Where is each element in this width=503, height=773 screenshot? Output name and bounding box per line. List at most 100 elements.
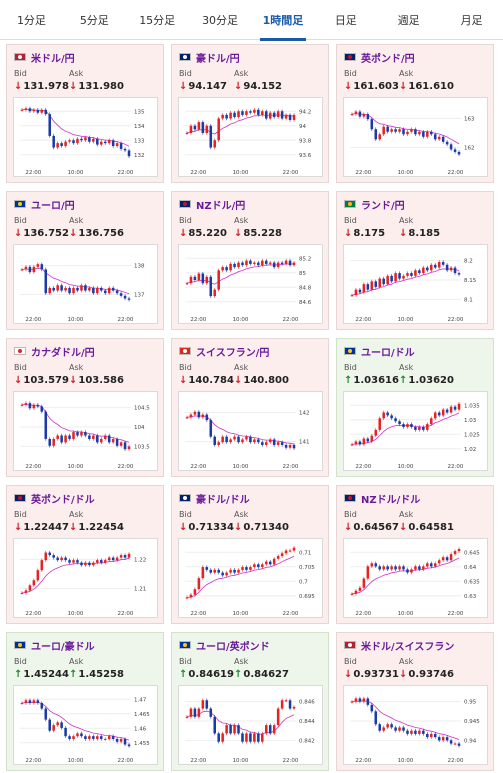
candle-body xyxy=(418,427,421,430)
eu-us-flag-icon xyxy=(344,347,356,355)
bid-label: Bid xyxy=(14,69,27,78)
rate-card[interactable]: ユーロ/豪ドル Bid Ask ↑1.45244 ↑1.45258 1.47 1.465 1.… xyxy=(6,632,164,771)
pair-name-link[interactable]: 豪ドル/円 xyxy=(196,53,240,65)
gb-us-flag-icon xyxy=(14,494,26,502)
candle-body xyxy=(52,438,55,446)
nz-jp-flag-icon xyxy=(179,200,191,208)
pair-name-link[interactable]: NZドル/円 xyxy=(196,200,246,212)
tab-3[interactable]: 30分足 xyxy=(202,14,239,27)
pair-name-link[interactable]: ユーロ/英ポンド xyxy=(196,641,270,653)
pair-name-link[interactable]: カナダドル/円 xyxy=(31,347,95,359)
candle-body xyxy=(237,436,240,443)
candle-body xyxy=(205,700,209,709)
rate-card[interactable]: 米ドル/スイスフラン Bid Ask ↓0.93731 ↓0.93746 0.95 0.94… xyxy=(336,632,494,771)
pair-name-link[interactable]: 米ドル/円 xyxy=(31,53,75,65)
mini-chart[interactable]: 1.035 1.03 1.025 1.02 22:00 10:00 22:00 xyxy=(343,391,488,471)
bid-price: ↓94.147 xyxy=(179,81,227,92)
candle-body xyxy=(414,270,417,276)
rate-card[interactable]: NZドル/ドル Bid Ask ↓0.64567 ↓0.64581 0.645 0.64 0.… xyxy=(336,485,494,624)
mini-chart[interactable]: 163 162 22:00 10:00 22:00 xyxy=(343,97,488,177)
pair-name-link[interactable]: 豪ドル/ドル xyxy=(196,494,250,506)
arrow-up-icon: ↑ xyxy=(179,669,188,680)
mini-chart[interactable]: 135 134 133 132 22:00 10:00 22:00 xyxy=(13,97,158,177)
y-tick-label: 135 xyxy=(134,109,145,115)
candle-body xyxy=(362,114,366,117)
bid-value: 1.45244 xyxy=(23,669,69,680)
rate-card[interactable]: ユーロ/英ポンド Bid Ask ↑0.84619 ↑0.84627 0.846 0.844… xyxy=(171,632,329,771)
ask-value: 0.93746 xyxy=(408,669,454,680)
rate-card[interactable]: 米ドル/円 Bid Ask ↓131.978 ↓131.980 135 134 133 132 2… xyxy=(6,44,164,183)
card-header: 豪ドル/円 xyxy=(179,50,240,65)
pair-name-link[interactable]: ユーロ/円 xyxy=(31,200,75,212)
mini-chart[interactable]: 0.95 0.945 0.94 22:00 10:00 22:00 xyxy=(343,685,488,765)
candle-body xyxy=(422,267,425,274)
candle-body xyxy=(249,733,252,742)
rate-card[interactable]: ユーロ/ドル Bid Ask ↑1.03616 ↑1.03620 1.035 1.03 1.0… xyxy=(336,338,494,477)
pair-name-link[interactable]: 米ドル/スイスフラン xyxy=(361,641,455,653)
rate-card[interactable]: カナダドル/円 Bid Ask ↓103.579 ↓103.586 104.5 104 103… xyxy=(6,338,164,477)
rate-card[interactable]: スイスフラン/円 Bid Ask ↓140.784 ↓140.800 142 141 22:0… xyxy=(171,338,329,477)
pair-name-link[interactable]: ランド/円 xyxy=(361,200,405,212)
mini-chart[interactable]: 85.2 85 84.8 84.6 22:00 10:00 22:00 xyxy=(178,244,323,324)
candle-body xyxy=(449,554,453,561)
candle-body xyxy=(123,148,127,151)
candle-body xyxy=(378,134,382,140)
candle-body xyxy=(60,557,63,561)
candle-body xyxy=(107,557,111,561)
ask-label: Ask xyxy=(69,510,84,519)
candle-body xyxy=(268,439,272,443)
pair-name-link[interactable]: 英ポンド/円 xyxy=(361,53,415,65)
tab-1[interactable]: 5分足 xyxy=(79,14,109,27)
candle-body xyxy=(350,444,354,446)
card-header: ランド/円 xyxy=(344,197,405,212)
candle-body xyxy=(264,111,268,119)
y-tick-label: 133 xyxy=(134,138,145,144)
rate-card[interactable]: 豪ドル/ドル Bid Ask ↓0.71334 ↓0.71340 0.71 0.705 0.7… xyxy=(171,485,329,624)
tab-2[interactable]: 15分足 xyxy=(139,14,176,27)
rate-card[interactable]: 豪ドル/円 Bid Ask ↓94.147 ↓94.152 94.2 94 93.8 93.6 2… xyxy=(171,44,329,183)
arrow-down-icon: ↓ xyxy=(69,375,78,386)
mini-chart[interactable]: 104.5 104 103.5 22:00 10:00 22:00 xyxy=(13,391,158,471)
pair-name-link[interactable]: ユーロ/ドル xyxy=(361,347,415,359)
pair-name-link[interactable]: NZドル/ドル xyxy=(361,494,421,506)
tab-0[interactable]: 1分足 xyxy=(16,14,46,27)
tab-4[interactable]: 1時間足 xyxy=(252,0,315,41)
rate-card[interactable]: ユーロ/円 Bid Ask ↓136.752 ↓136.756 138 137 22:00 10… xyxy=(6,191,164,330)
mini-chart[interactable]: 0.645 0.64 0.635 0.63 22:00 10:00 22:00 xyxy=(343,538,488,618)
x-tick-label: 10:00 xyxy=(68,464,84,470)
candle-body xyxy=(437,560,441,564)
candle-body xyxy=(185,283,189,285)
chart-svg: 8.2 8.15 8.1 22:00 10:00 22:00 xyxy=(350,259,477,323)
pair-name-link[interactable]: ユーロ/豪ドル xyxy=(31,641,95,653)
pair-name-link[interactable]: スイスフラン/円 xyxy=(196,347,270,359)
ask-label: Ask xyxy=(234,657,249,666)
candle-body xyxy=(233,263,236,268)
rate-card[interactable]: ランド/円 Bid Ask ↓8.175 ↓8.185 8.2 8.15 8.1 22:00 10… xyxy=(336,191,494,330)
x-tick-label: 22:00 xyxy=(355,317,371,323)
candle-body xyxy=(96,138,99,145)
rate-card[interactable]: NZドル/円 Bid Ask ↓85.220 ↓85.228 85.2 85 84.8 84.6… xyxy=(171,191,329,330)
pair-name-link[interactable]: 英ポンド/ドル xyxy=(31,494,95,506)
chart-svg: 138 137 22:00 10:00 22:00 xyxy=(20,262,145,323)
mini-chart[interactable]: 0.71 0.705 0.7 0.695 22:00 10:00 22:00 xyxy=(178,538,323,618)
ask-price: ↓85.228 xyxy=(234,228,282,239)
tab-7[interactable]: 月足 xyxy=(460,14,483,27)
bid-label: Bid xyxy=(179,657,192,666)
mini-chart[interactable]: 138 137 22:00 10:00 22:00 xyxy=(13,244,158,324)
rate-card[interactable]: 英ポンド/ドル Bid Ask ↓1.22447 ↓1.22454 1.22 1.21 22:… xyxy=(6,485,164,624)
mini-chart[interactable]: 94.2 94 93.8 93.6 22:00 10:00 22:00 xyxy=(178,97,323,177)
tab-5[interactable]: 日足 xyxy=(334,14,357,27)
candle-body xyxy=(457,743,461,746)
tab-6[interactable]: 週足 xyxy=(397,14,420,27)
mini-chart[interactable]: 1.22 1.21 22:00 10:00 22:00 xyxy=(13,538,158,618)
mini-chart[interactable]: 8.2 8.15 8.1 22:00 10:00 22:00 xyxy=(343,244,488,324)
candle-body xyxy=(288,550,292,552)
mini-chart[interactable]: 0.846 0.844 0.842 22:00 10:00 22:00 xyxy=(178,685,323,765)
mini-chart[interactable]: 1.47 1.465 1.46 1.455 22:00 10:00 22:00 xyxy=(13,685,158,765)
mini-chart[interactable]: 142 141 22:00 10:00 22:00 xyxy=(178,391,323,471)
candle-body xyxy=(382,412,385,419)
candle-body xyxy=(107,435,111,443)
candle-body xyxy=(96,435,99,443)
rate-card[interactable]: 英ポンド/円 Bid Ask ↓161.603 ↓161.610 163 162 22:00 1… xyxy=(336,44,494,183)
candle-body xyxy=(36,404,40,407)
